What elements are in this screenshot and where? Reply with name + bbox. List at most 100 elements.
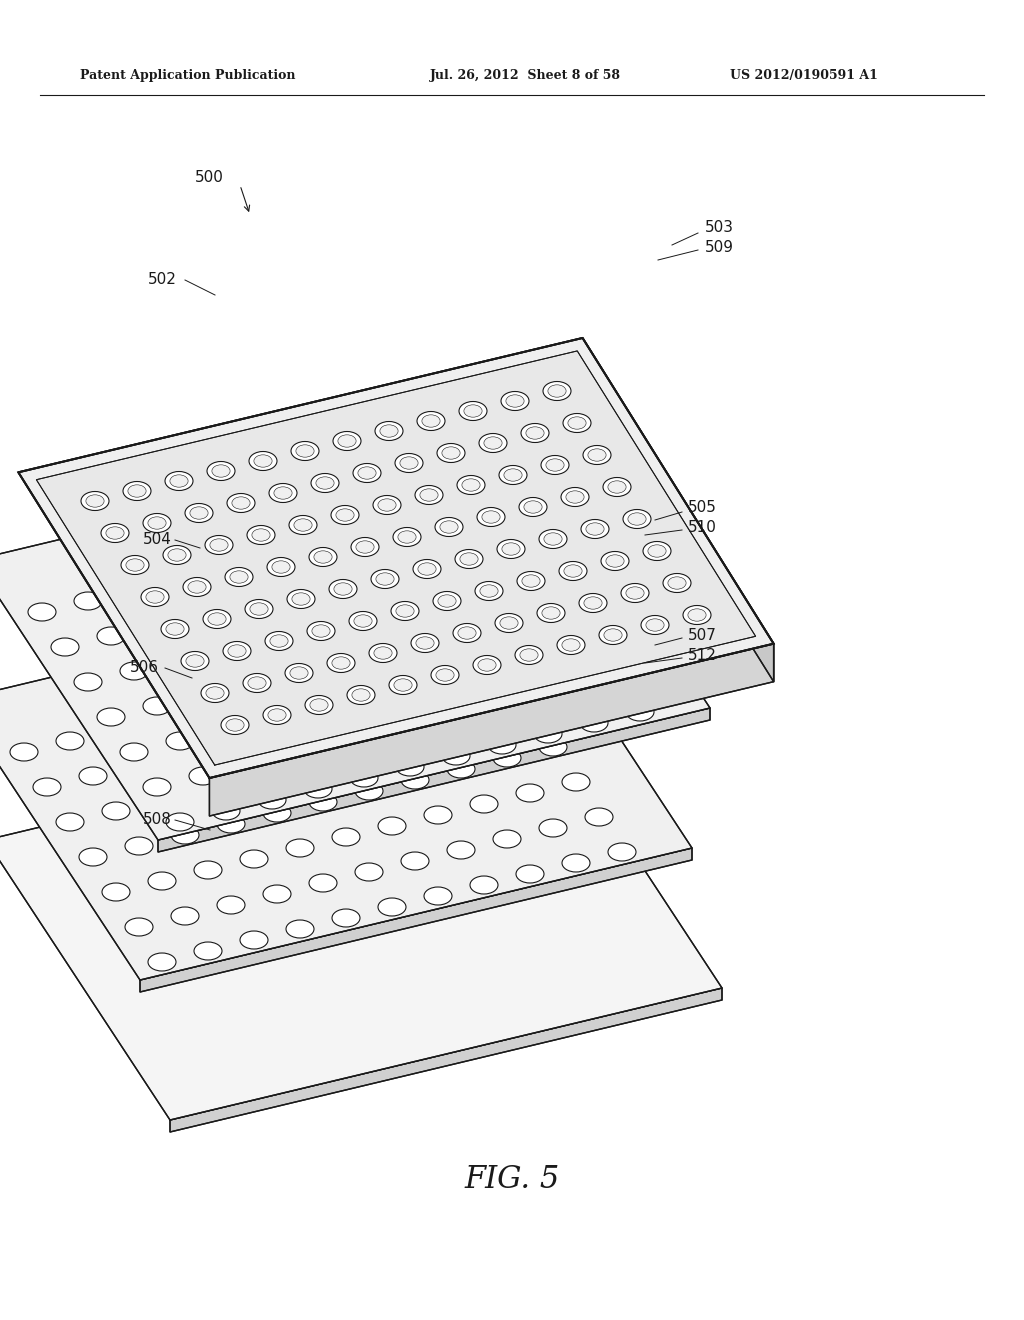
Ellipse shape <box>396 597 424 614</box>
Ellipse shape <box>480 585 498 597</box>
Ellipse shape <box>263 705 291 725</box>
Ellipse shape <box>465 620 493 638</box>
Ellipse shape <box>369 644 397 663</box>
Ellipse shape <box>417 412 445 430</box>
Ellipse shape <box>453 623 481 643</box>
Ellipse shape <box>240 931 268 949</box>
Ellipse shape <box>400 457 418 469</box>
Ellipse shape <box>79 767 106 785</box>
Ellipse shape <box>378 898 406 916</box>
Ellipse shape <box>314 550 332 564</box>
Ellipse shape <box>557 678 585 697</box>
Ellipse shape <box>511 528 539 546</box>
Ellipse shape <box>183 578 211 597</box>
Ellipse shape <box>470 634 498 651</box>
Ellipse shape <box>163 545 191 565</box>
Ellipse shape <box>534 725 562 743</box>
Ellipse shape <box>240 770 268 787</box>
Ellipse shape <box>102 803 130 820</box>
Ellipse shape <box>599 626 627 644</box>
Ellipse shape <box>580 634 608 651</box>
Ellipse shape <box>336 508 354 521</box>
Ellipse shape <box>519 498 547 516</box>
Ellipse shape <box>234 594 263 612</box>
Ellipse shape <box>86 495 104 507</box>
Ellipse shape <box>221 715 249 734</box>
Ellipse shape <box>332 667 360 684</box>
Ellipse shape <box>548 385 566 397</box>
Ellipse shape <box>28 603 56 620</box>
Ellipse shape <box>356 541 374 553</box>
Ellipse shape <box>373 642 401 660</box>
Ellipse shape <box>391 602 419 620</box>
Ellipse shape <box>194 780 222 799</box>
Ellipse shape <box>148 953 176 972</box>
Ellipse shape <box>166 651 194 669</box>
Ellipse shape <box>603 478 631 496</box>
Ellipse shape <box>473 656 501 675</box>
Ellipse shape <box>378 737 406 754</box>
Ellipse shape <box>455 549 483 569</box>
Ellipse shape <box>206 686 224 700</box>
Ellipse shape <box>171 826 199 843</box>
Ellipse shape <box>240 688 268 706</box>
Ellipse shape <box>516 784 544 803</box>
Ellipse shape <box>562 639 581 651</box>
Ellipse shape <box>210 539 228 552</box>
Ellipse shape <box>273 487 292 499</box>
Ellipse shape <box>312 624 330 638</box>
Ellipse shape <box>457 475 485 495</box>
Ellipse shape <box>562 774 590 791</box>
Ellipse shape <box>431 665 459 685</box>
Ellipse shape <box>189 686 217 704</box>
Ellipse shape <box>252 529 270 541</box>
Ellipse shape <box>185 503 213 523</box>
Ellipse shape <box>170 475 188 487</box>
Ellipse shape <box>161 619 189 639</box>
Ellipse shape <box>470 795 498 813</box>
Ellipse shape <box>207 462 234 480</box>
Ellipse shape <box>437 444 465 462</box>
Ellipse shape <box>187 581 206 593</box>
Ellipse shape <box>488 655 516 673</box>
Polygon shape <box>18 338 774 777</box>
Ellipse shape <box>51 638 79 656</box>
Ellipse shape <box>289 516 317 535</box>
Polygon shape <box>0 708 722 1119</box>
Ellipse shape <box>120 663 148 680</box>
Ellipse shape <box>203 610 231 628</box>
Ellipse shape <box>539 738 567 756</box>
Ellipse shape <box>393 528 421 546</box>
Ellipse shape <box>327 653 355 672</box>
Ellipse shape <box>245 599 273 619</box>
Ellipse shape <box>292 593 310 605</box>
Ellipse shape <box>143 777 171 796</box>
Text: Patent Application Publication: Patent Application Publication <box>80 69 296 82</box>
Ellipse shape <box>436 669 454 681</box>
Ellipse shape <box>97 708 125 726</box>
Ellipse shape <box>493 668 521 686</box>
Ellipse shape <box>539 529 567 549</box>
Ellipse shape <box>482 511 500 523</box>
Ellipse shape <box>125 756 153 774</box>
Ellipse shape <box>478 659 496 671</box>
Ellipse shape <box>258 630 286 647</box>
Ellipse shape <box>294 519 312 531</box>
Ellipse shape <box>564 565 582 577</box>
Ellipse shape <box>248 677 266 689</box>
Ellipse shape <box>145 591 164 603</box>
Ellipse shape <box>102 721 130 739</box>
Ellipse shape <box>459 401 487 421</box>
Ellipse shape <box>378 817 406 836</box>
Ellipse shape <box>542 607 560 619</box>
Ellipse shape <box>488 737 516 754</box>
Ellipse shape <box>447 841 475 859</box>
Ellipse shape <box>194 700 222 717</box>
Ellipse shape <box>462 479 480 491</box>
Ellipse shape <box>287 590 315 609</box>
Ellipse shape <box>395 454 423 473</box>
Ellipse shape <box>350 770 378 787</box>
Polygon shape <box>37 351 756 766</box>
Ellipse shape <box>493 830 521 847</box>
Ellipse shape <box>217 896 245 913</box>
